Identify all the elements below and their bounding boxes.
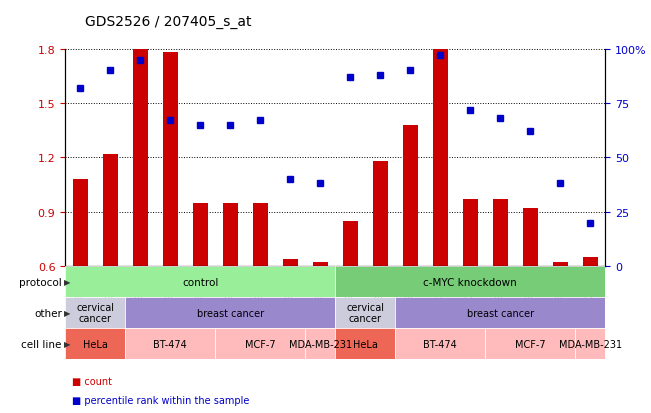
Bar [223,203,238,266]
Text: GSM136086: GSM136086 [496,268,505,323]
Text: GDS2526 / 207405_s_at: GDS2526 / 207405_s_at [85,15,251,29]
FancyBboxPatch shape [305,328,335,359]
Bar [523,209,538,266]
Text: GSM136088: GSM136088 [526,268,535,323]
Text: GSM136090: GSM136090 [556,268,565,323]
FancyBboxPatch shape [335,266,365,296]
Text: ■ percentile rank within the sample: ■ percentile rank within the sample [72,395,249,405]
Text: ▶: ▶ [64,278,70,286]
Text: cell line: cell line [21,339,62,349]
Bar [343,221,358,266]
Text: MCF-7: MCF-7 [245,339,275,349]
FancyBboxPatch shape [335,266,605,297]
Text: cervical
cancer: cervical cancer [76,302,114,324]
Text: GSM136098: GSM136098 [376,268,385,323]
FancyBboxPatch shape [65,328,125,359]
FancyBboxPatch shape [275,266,305,296]
Text: GSM136081: GSM136081 [165,268,174,323]
Text: HeLa: HeLa [83,339,107,349]
FancyBboxPatch shape [425,266,455,296]
Bar [553,263,568,266]
FancyBboxPatch shape [125,328,215,359]
Text: BT-474: BT-474 [423,339,457,349]
Text: GSM136095: GSM136095 [76,268,85,323]
FancyBboxPatch shape [185,266,215,296]
Text: GSM136091: GSM136091 [316,268,325,323]
Text: protocol: protocol [19,277,62,287]
Text: MCF-7: MCF-7 [515,339,546,349]
Text: GSM136096: GSM136096 [346,268,355,323]
Text: ▶: ▶ [64,309,70,317]
Text: other: other [34,308,62,318]
Bar [373,161,388,266]
FancyBboxPatch shape [395,266,425,296]
Text: BT-474: BT-474 [153,339,187,349]
FancyBboxPatch shape [335,328,395,359]
Bar [433,50,448,266]
FancyBboxPatch shape [245,266,275,296]
FancyBboxPatch shape [65,297,125,328]
Bar [463,199,478,266]
Text: GSM136087: GSM136087 [256,268,265,323]
FancyBboxPatch shape [215,328,305,359]
Text: c-MYC knockdown: c-MYC knockdown [423,277,518,287]
FancyBboxPatch shape [125,266,155,296]
FancyBboxPatch shape [455,266,486,296]
FancyBboxPatch shape [155,266,185,296]
Text: GSM136085: GSM136085 [226,268,235,323]
Text: breast cancer: breast cancer [467,308,534,318]
FancyBboxPatch shape [575,266,605,296]
Bar [283,259,298,266]
Text: ■ count: ■ count [72,376,111,386]
Text: GSM136084: GSM136084 [466,268,475,323]
Text: GSM136089: GSM136089 [286,268,295,323]
Text: ▶: ▶ [64,339,70,348]
FancyBboxPatch shape [215,266,245,296]
Text: cervical
cancer: cervical cancer [346,302,384,324]
Bar [403,126,418,266]
FancyBboxPatch shape [516,266,546,296]
Text: GSM136079: GSM136079 [135,268,145,323]
Bar [133,50,148,266]
Text: GSM136083: GSM136083 [196,268,204,323]
Bar [73,180,88,266]
FancyBboxPatch shape [546,266,575,296]
Bar [193,203,208,266]
FancyBboxPatch shape [395,328,486,359]
Bar [312,263,327,266]
FancyBboxPatch shape [125,297,335,328]
FancyBboxPatch shape [486,328,575,359]
Bar [493,199,508,266]
Bar [163,53,178,266]
FancyBboxPatch shape [65,266,95,296]
FancyBboxPatch shape [365,266,395,296]
FancyBboxPatch shape [395,297,605,328]
Text: GSM136082: GSM136082 [436,268,445,323]
Text: control: control [182,277,218,287]
Text: GSM136097: GSM136097 [105,268,115,323]
Bar [103,154,118,266]
Text: MDA-MB-231: MDA-MB-231 [288,339,352,349]
FancyBboxPatch shape [95,266,125,296]
Bar [253,203,268,266]
Text: breast cancer: breast cancer [197,308,264,318]
FancyBboxPatch shape [65,266,335,297]
Bar [583,257,598,266]
FancyBboxPatch shape [335,297,395,328]
FancyBboxPatch shape [305,266,335,296]
FancyBboxPatch shape [486,266,516,296]
Text: GSM136080: GSM136080 [406,268,415,323]
FancyBboxPatch shape [575,328,605,359]
Text: HeLa: HeLa [353,339,378,349]
Text: MDA-MB-231: MDA-MB-231 [559,339,622,349]
Text: GSM136092: GSM136092 [586,268,595,323]
